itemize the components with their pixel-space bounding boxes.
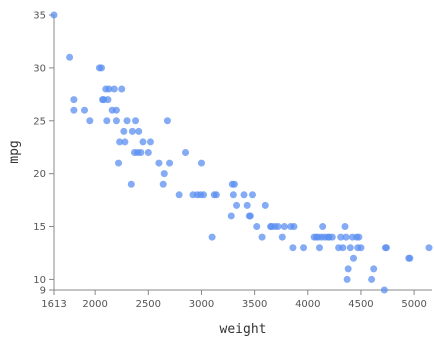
data-point — [86, 117, 94, 125]
data-point — [166, 159, 174, 167]
x-tick-label: 2500 — [136, 299, 161, 310]
y-tick-label: 9 — [40, 286, 46, 297]
data-point — [121, 138, 129, 146]
data-point — [240, 191, 248, 199]
data-point — [81, 106, 89, 114]
y-axis-title: mpg — [7, 140, 22, 163]
data-point — [200, 191, 208, 199]
data-point — [128, 127, 136, 135]
data-point — [368, 275, 376, 283]
data-point — [135, 127, 143, 135]
data-point — [274, 223, 282, 231]
x-axis-title: weight — [220, 322, 267, 337]
x-tick-label: 3500 — [242, 299, 267, 310]
data-point — [319, 223, 327, 231]
data-point — [342, 233, 350, 241]
data-point — [380, 286, 388, 294]
data-point — [337, 233, 345, 241]
data-point — [289, 244, 297, 252]
data-point — [70, 106, 78, 114]
data-point — [160, 170, 168, 178]
x-tick-label: 4000 — [295, 299, 320, 310]
data-point — [98, 64, 106, 72]
data-point — [212, 191, 220, 199]
data-point — [120, 127, 128, 135]
x-tick-label: 5000 — [401, 299, 426, 310]
x-axis: 1613 2000 2500 3000 3500 4000 4500 5000 — [41, 289, 432, 310]
data-point — [280, 223, 288, 231]
data-point — [115, 159, 123, 167]
data-point — [132, 117, 140, 125]
data-point — [175, 191, 183, 199]
y-tick-label: 35 — [33, 11, 46, 22]
data-point — [230, 180, 238, 188]
data-point — [144, 149, 152, 156]
data-point — [261, 201, 269, 209]
data-point — [343, 275, 351, 283]
data-point — [146, 138, 154, 146]
x-tick-label: 1613 — [41, 299, 66, 310]
data-point — [355, 233, 363, 241]
data-point — [290, 223, 298, 231]
data-point — [155, 159, 163, 167]
data-point — [112, 117, 120, 125]
x-tick-label: 4500 — [348, 299, 373, 310]
y-tick-label: 15 — [33, 222, 46, 233]
x-tick-label: 3000 — [189, 299, 214, 310]
data-point — [116, 138, 124, 146]
data-point — [182, 149, 190, 156]
data-point — [357, 244, 365, 252]
data-point — [105, 85, 113, 93]
data-point — [227, 212, 235, 220]
data-point — [370, 265, 378, 273]
data-point — [425, 244, 433, 252]
data-point — [163, 117, 171, 125]
data-point — [66, 53, 74, 61]
data-point — [328, 233, 336, 241]
y-tick-label: 10 — [33, 275, 46, 286]
data-point — [341, 223, 349, 231]
data-point — [406, 254, 414, 262]
data-point — [112, 106, 120, 114]
data-point — [315, 244, 323, 252]
data-points — [50, 11, 433, 294]
data-point — [300, 244, 308, 252]
data-point — [127, 180, 135, 188]
data-point — [382, 244, 390, 252]
x-tick-label: 2000 — [82, 299, 107, 310]
data-point — [278, 233, 286, 241]
data-point — [346, 244, 354, 252]
data-point — [249, 191, 257, 199]
data-point — [253, 223, 261, 231]
data-point — [159, 180, 167, 188]
y-tick-label: 20 — [33, 169, 46, 180]
data-point — [339, 244, 347, 252]
data-point — [233, 201, 241, 209]
data-point — [246, 212, 254, 220]
data-point — [208, 233, 216, 241]
data-point — [344, 265, 352, 273]
data-point — [243, 201, 251, 209]
data-point — [110, 85, 118, 93]
data-point — [118, 85, 126, 93]
data-point — [350, 254, 358, 262]
y-axis: 910 15 20 25 30 35 — [33, 11, 55, 297]
data-point — [197, 159, 205, 167]
data-point — [50, 11, 58, 19]
y-tick-label: 25 — [33, 116, 46, 127]
data-point — [137, 149, 145, 156]
data-point — [70, 96, 78, 104]
data-point — [139, 138, 147, 146]
y-tick-label: 30 — [33, 63, 46, 74]
data-point — [103, 117, 111, 125]
data-point — [258, 233, 266, 241]
data-point — [229, 191, 237, 199]
data-point — [104, 96, 112, 104]
data-point — [123, 117, 131, 125]
